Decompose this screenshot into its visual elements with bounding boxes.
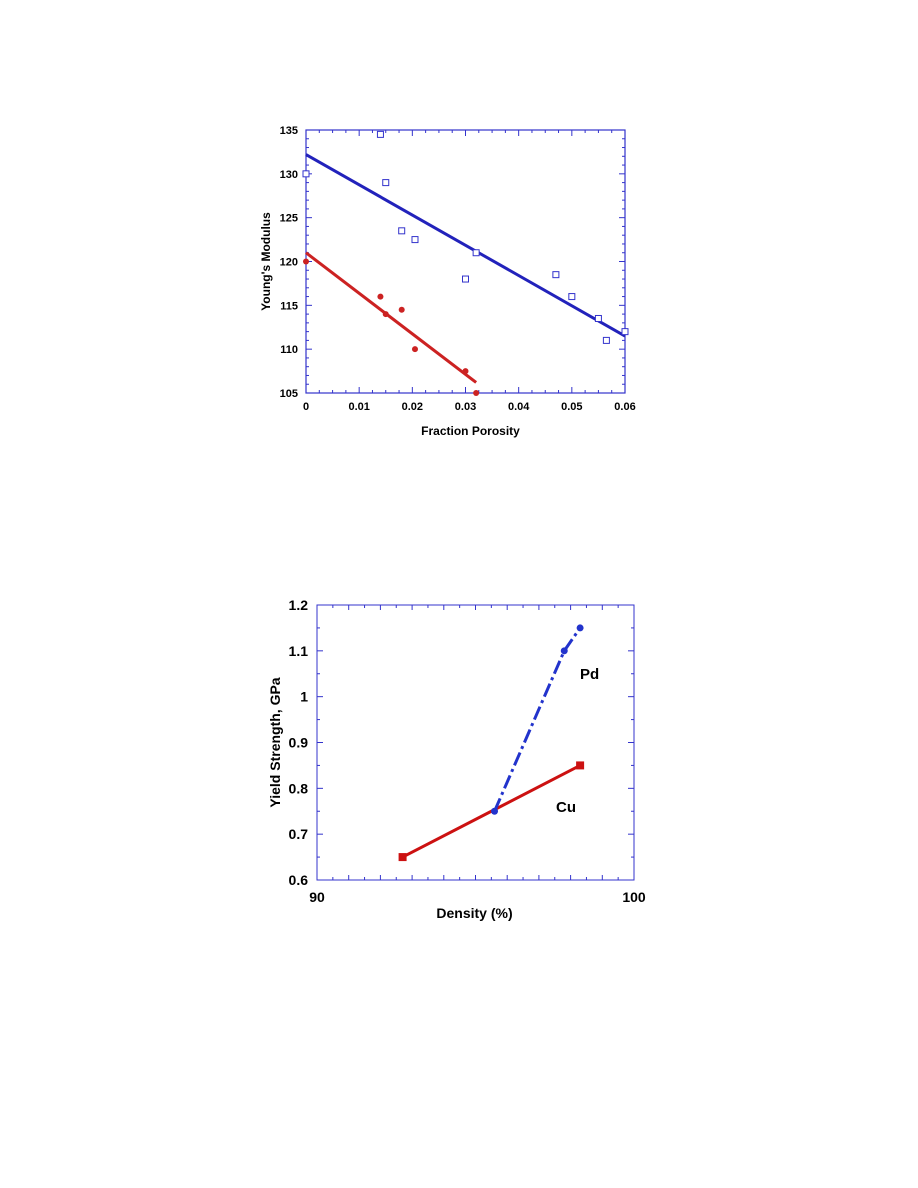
data-point-circle [382, 311, 389, 318]
x-tick-label: 0.06 [614, 401, 635, 413]
series-label-pd: Pd [580, 666, 599, 683]
y-tick-label: 110 [280, 344, 298, 356]
x-tick-label: 0.01 [348, 401, 369, 413]
y-tick-label: 1 [300, 689, 308, 705]
data-point-square [568, 293, 576, 301]
youngs-modulus-chart: 0 0.01 0.02 0.03 0.04 0.05 0.06 105 110 115 120 125… [0, 100, 918, 460]
x-tick-label: 0.02 [402, 401, 423, 413]
y-tick-label: 135 [280, 125, 298, 137]
x-tick-label: 0 [303, 401, 309, 413]
series-label-cu: Cu [556, 799, 576, 816]
x-tick-label: 0.04 [508, 401, 530, 413]
data-point-square [472, 249, 480, 257]
x-axis-label: Fraction Porosity [421, 424, 520, 438]
y-tick-label: 130 [280, 169, 298, 181]
y-tick-label: 125 [280, 213, 298, 225]
plot-frame [305, 129, 626, 394]
x-axis-label: Density (%) [436, 905, 512, 921]
data-point-square [302, 170, 310, 178]
data-point-square [602, 336, 610, 344]
series-line-pd [493, 627, 582, 812]
data-point-square [382, 179, 390, 187]
x-tick-label: 90 [309, 889, 325, 905]
x-tick-label: 0.03 [455, 401, 476, 413]
y-tick-label: 0.7 [289, 826, 309, 842]
data-point-circle [473, 390, 480, 396]
x-tick-label: 100 [622, 889, 646, 905]
y-tick-label: 0.9 [289, 735, 309, 751]
data-point-circle [560, 647, 568, 655]
plot-frame [316, 604, 635, 881]
y-axis-label: Young's Modulus [259, 212, 273, 311]
data-point-square [462, 275, 469, 283]
y-axis-label: Yield Strength, GPa [267, 677, 283, 807]
x-tick-label: 0.05 [561, 401, 582, 413]
yield-strength-chart: 90 100 0.6 0.7 0.8 0.9 1 1.1 1.2 Density (%) Yield… [0, 580, 918, 940]
data-point-square [594, 314, 602, 322]
y-tick-label: 120 [280, 257, 298, 269]
y-tick-label: 105 [280, 388, 298, 400]
data-point-circle [398, 306, 405, 313]
y-tick-label: 1.1 [289, 643, 309, 659]
data-point-square [621, 328, 629, 336]
youngs-modulus-plot: 0 0.01 0.02 0.03 0.04 0.05 0.06 105 110 115 120 125… [259, 125, 636, 438]
data-point-square [576, 761, 585, 770]
y-tick-label: 0.8 [289, 780, 309, 796]
data-point-circle [491, 807, 499, 815]
yield-strength-plot: 90 100 0.6 0.7 0.8 0.9 1 1.1 1.2 Density (%) Yield… [267, 597, 646, 921]
data-point-square [376, 130, 384, 138]
data-point-square [552, 271, 560, 279]
y-tick-label: 1.2 [289, 597, 309, 613]
fit-line-series-0 [305, 153, 626, 338]
data-point-circle [303, 258, 309, 265]
data-point-square [398, 227, 406, 235]
data-point-square [411, 236, 419, 244]
y-tick-label: 115 [280, 300, 298, 312]
data-point-circle [462, 368, 469, 375]
data-point-circle [411, 346, 418, 353]
fit-line-series-1 [305, 251, 478, 384]
data-point-circle [377, 293, 384, 300]
data-point-square [398, 853, 407, 862]
data-point-circle [576, 624, 584, 632]
y-tick-label: 0.6 [289, 872, 309, 888]
